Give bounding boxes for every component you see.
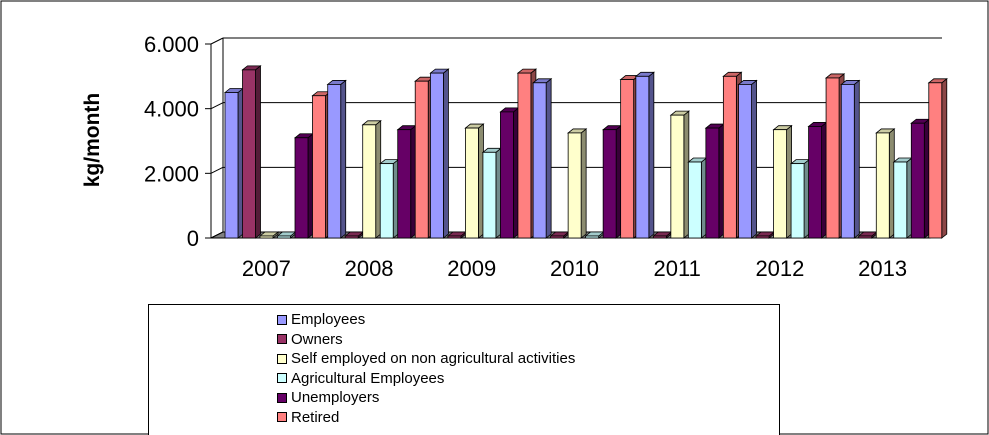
legend-swatch	[277, 353, 287, 364]
y-tick-label: 4.000	[144, 97, 199, 122]
bar-agricultural-employees-2007	[276, 231, 297, 239]
legend-item: Owners	[277, 330, 343, 349]
bar-agricultural-employees-2009	[481, 147, 503, 239]
bar-owners-2010	[549, 231, 570, 239]
bar-employees-2012	[737, 79, 758, 239]
bar-self-employed-on-non-agricultural-activities-2007	[258, 231, 280, 239]
legend-label: Agricultural Employees	[291, 369, 445, 387]
bar-employees-2010	[532, 77, 553, 239]
x-tick-label: 2013	[858, 256, 907, 281]
legend-swatch	[277, 373, 287, 383]
bar-retired-2013	[927, 77, 948, 239]
bar-unemployers-2008	[396, 124, 417, 239]
x-tick-label: 2007	[242, 256, 291, 281]
x-tick-label: 2012	[755, 256, 804, 281]
bar-unemployers-2012	[807, 121, 828, 239]
bar-employees-2007	[223, 87, 245, 239]
legend-label: Unemployers	[291, 389, 380, 406]
bar-owners-2007	[241, 65, 262, 239]
bar-self-employed-on-non-agricultural-activities-2012	[772, 124, 793, 239]
legend-swatch	[277, 392, 287, 403]
bar-agricultural-employees-2013	[892, 157, 913, 239]
x-tick-label: 2010	[550, 256, 599, 281]
legend-item: Employees	[277, 310, 365, 329]
legend-label: Owners	[291, 330, 343, 348]
bar-employees-2009	[429, 68, 450, 239]
bar-self-employed-on-non-agricultural-activities-2011	[669, 110, 690, 239]
bar-unemployers-2010	[602, 124, 623, 239]
bar-self-employed-on-non-agricultural-activities-2010	[567, 128, 588, 239]
bar-self-employed-on-non-agricultural-activities-2013	[875, 128, 896, 239]
bar-employees-2013	[840, 79, 861, 239]
bar-unemployers-2011	[704, 123, 725, 239]
bar-self-employed-on-non-agricultural-activities-2008	[361, 120, 382, 239]
legend-item: Retired	[277, 408, 339, 427]
legend-label: Self employed on non agricultural activi…	[291, 350, 576, 367]
legend-swatch	[277, 334, 287, 344]
x-tick-labels: 2007 2008 2009 2010 2011 2012 2013	[242, 256, 907, 281]
bars	[223, 65, 948, 239]
y-axis-title: kg/month	[81, 93, 104, 188]
bar-agricultural-employees-2011	[687, 157, 708, 239]
bar-unemployers-2013	[910, 118, 931, 239]
legend-swatch	[277, 412, 287, 422]
bar-employees-2008	[326, 79, 347, 239]
bar-unemployers-2009	[499, 107, 520, 239]
bar-employees-2011	[634, 71, 655, 239]
bar-owners-2013	[857, 231, 878, 239]
gridline-depth	[210, 37, 224, 45]
gridline-depth	[210, 166, 224, 174]
x-tick-label: 2009	[447, 256, 496, 281]
x-tick-label: 2011	[654, 256, 701, 281]
bar-self-employed-on-non-agricultural-activities-2009	[464, 123, 485, 239]
y-tick-labels: 0 2.000 4.000 6.000	[144, 32, 199, 251]
y-tick-label: 0	[187, 226, 199, 251]
legend-swatch	[277, 314, 287, 325]
legend: Employees Owners Self employed on non agri…	[148, 304, 780, 435]
bar-agricultural-employees-2012	[789, 158, 811, 239]
legend-item: Self employed on non agricultural activi…	[277, 349, 575, 368]
y-tick-label: 2.000	[144, 161, 199, 186]
gridline-depth	[210, 102, 224, 110]
bar-agricultural-employees-2008	[379, 158, 400, 239]
legend-item: Agricultural Employees	[277, 369, 444, 388]
bar-unemployers-2007	[293, 132, 315, 239]
legend-label: Retired	[291, 408, 340, 426]
y-tick-label: 6.000	[144, 32, 199, 57]
legend-item: Unemployers	[277, 388, 379, 407]
x-tick-label: 2008	[345, 256, 394, 281]
legend-label: Employees	[291, 311, 366, 328]
